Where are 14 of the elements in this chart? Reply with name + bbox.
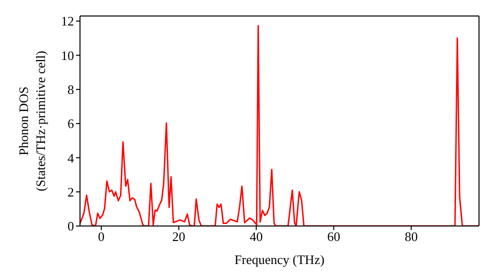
x-tick-label: 20 [172, 229, 186, 244]
y-axis-title: Phonon DOS (States/THz·primitive cell) [16, 50, 48, 192]
y-tick-label: 10 [61, 48, 74, 63]
x-axis-title: Frequency (THz) [234, 252, 324, 267]
y-tick-label: 6 [68, 116, 74, 132]
x-tick-label: 40 [250, 229, 263, 244]
x-tick-label: 80 [404, 229, 418, 244]
y-tick-label: 2 [68, 184, 74, 200]
y-tick-label: 0 [68, 218, 74, 234]
y-tick-label: 4 [68, 150, 74, 166]
y-tick-label: 12 [61, 14, 74, 29]
x-tick-label: 60 [327, 229, 340, 244]
y-tick-label: 8 [68, 82, 74, 98]
x-tick-label: 0 [98, 229, 105, 244]
